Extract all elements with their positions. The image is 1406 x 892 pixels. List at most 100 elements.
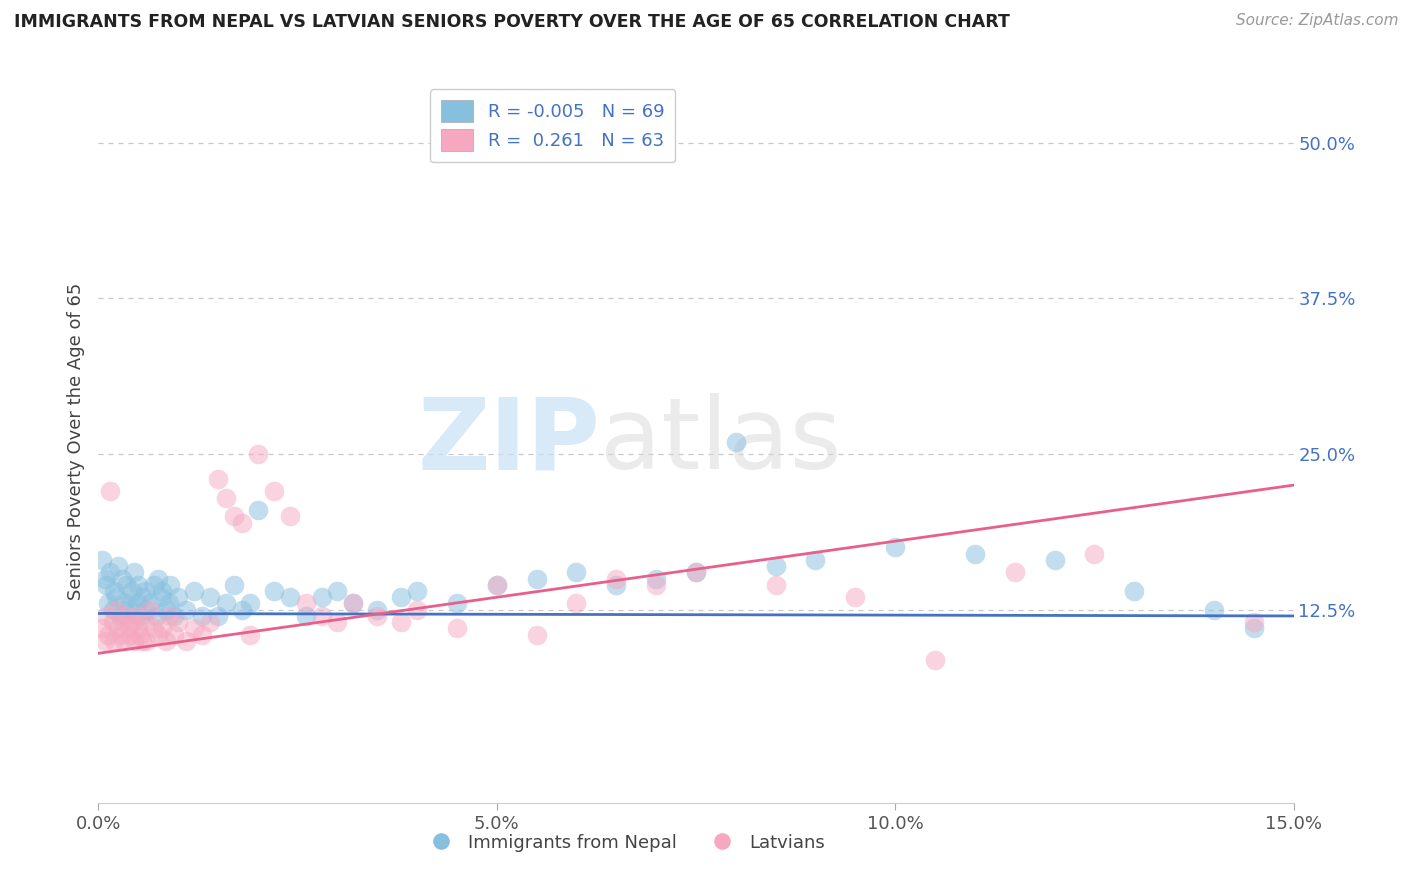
Point [155,633,177,648]
Point [163,609,186,624]
Point [149,591,172,605]
Point [125,609,148,624]
Point [605,578,627,592]
Point [685,566,707,580]
Point [239,627,262,641]
Point [191,627,214,641]
Point [207,609,229,624]
Point [724,434,747,449]
Point [246,503,269,517]
Point [685,566,707,580]
Point [565,597,588,611]
Point [645,572,668,586]
Point [111,615,134,630]
Point [94,572,117,586]
Point [118,621,141,635]
Text: atlas: atlas [600,393,842,490]
Point [183,621,205,635]
Y-axis label: Seniors Poverty Over the Age of 65: Seniors Poverty Over the Age of 65 [66,283,84,600]
Point [104,603,127,617]
Point [127,578,149,592]
Point [98,566,122,580]
Point [198,615,221,630]
Point [215,597,238,611]
Point [1243,615,1265,630]
Point [159,609,181,624]
Point [765,559,787,574]
Point [124,566,146,580]
Point [157,597,180,611]
Point [155,603,177,617]
Point [222,509,245,524]
Point [128,609,150,624]
Point [1202,603,1225,617]
Point [765,578,787,592]
Point [526,627,548,641]
Point [198,591,221,605]
Point [844,591,866,605]
Point [96,609,118,624]
Point [311,591,333,605]
Point [605,572,627,586]
Point [131,591,153,605]
Point [1123,584,1146,599]
Point [215,491,238,505]
Point [406,603,429,617]
Point [167,615,190,630]
Point [1043,553,1066,567]
Point [115,609,138,624]
Point [645,578,668,592]
Point [104,591,127,605]
Point [125,597,148,611]
Point [342,597,364,611]
Point [446,621,468,635]
Point [150,584,173,599]
Point [112,633,135,648]
Point [231,603,253,617]
Point [110,609,132,624]
Point [120,597,142,611]
Point [128,627,150,641]
Point [131,633,153,648]
Point [97,597,120,611]
Point [191,609,214,624]
Point [103,584,125,599]
Point [183,584,205,599]
Point [163,627,186,641]
Point [139,597,162,611]
Point [110,627,132,641]
Point [446,597,468,611]
Point [406,584,429,599]
Point [342,597,364,611]
Point [167,591,190,605]
Point [112,597,135,611]
Point [963,547,986,561]
Point [278,509,301,524]
Point [924,652,946,666]
Point [124,633,146,648]
Point [263,484,285,499]
Point [804,553,827,567]
Point [107,559,129,574]
Point [1083,547,1105,561]
Point [1004,566,1026,580]
Point [326,615,349,630]
Point [127,621,149,635]
Point [246,447,269,461]
Point [150,621,173,635]
Point [121,584,143,599]
Point [311,609,333,624]
Point [139,603,162,617]
Point [174,603,197,617]
Point [294,609,316,624]
Point [389,615,412,630]
Point [526,572,548,586]
Point [115,578,138,592]
Point [389,591,412,605]
Point [326,584,349,599]
Point [135,633,157,648]
Point [148,572,170,586]
Point [103,633,125,648]
Point [148,627,170,641]
Point [278,591,301,605]
